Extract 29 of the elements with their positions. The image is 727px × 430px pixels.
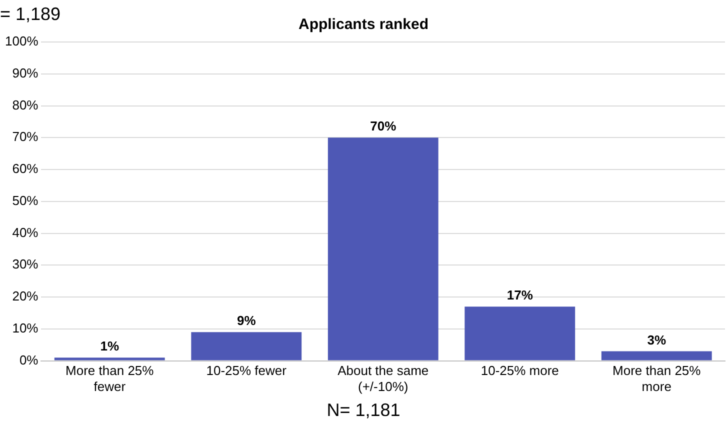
y-tick-label: 50% [12, 192, 39, 208]
y-tick-label: 40% [12, 224, 39, 240]
x-axis-title: N= 1,181 [326, 400, 402, 421]
y-tick-label: 60% [12, 161, 39, 176]
bar [328, 138, 438, 360]
y-tick-label: 80% [12, 97, 39, 112]
data-label: 3% [647, 332, 666, 348]
x-tick-label: About the same (+/-10%) [338, 363, 429, 394]
bar [464, 306, 576, 360]
y-tick-label: 10% [12, 320, 39, 336]
y-tick-label: 70% [12, 129, 39, 144]
y-tick-label: 100% [5, 34, 39, 49]
x-tick-label: More than 25% fewer [66, 363, 154, 394]
bar [54, 358, 165, 360]
bar [191, 332, 302, 360]
y-tick-label: 20% [12, 288, 39, 304]
x-tick-label: More than 25% more [612, 363, 702, 394]
x-tick-label: 10-25% more [480, 363, 559, 378]
y-tick-label: 30% [12, 256, 39, 272]
chart-title: Applicants ranked [298, 16, 429, 34]
text: = 1,189 [0, 4, 61, 25]
data-label: 9% [236, 313, 256, 328]
data-label: 17% [506, 288, 534, 303]
y-tick-label: 0% [19, 352, 39, 368]
data-label: 70% [370, 118, 397, 134]
data-label: 1% [100, 338, 120, 354]
x-tick-label: 10-25% fewer [206, 363, 288, 378]
bar [601, 351, 712, 360]
y-tick-label: 90% [12, 65, 39, 80]
